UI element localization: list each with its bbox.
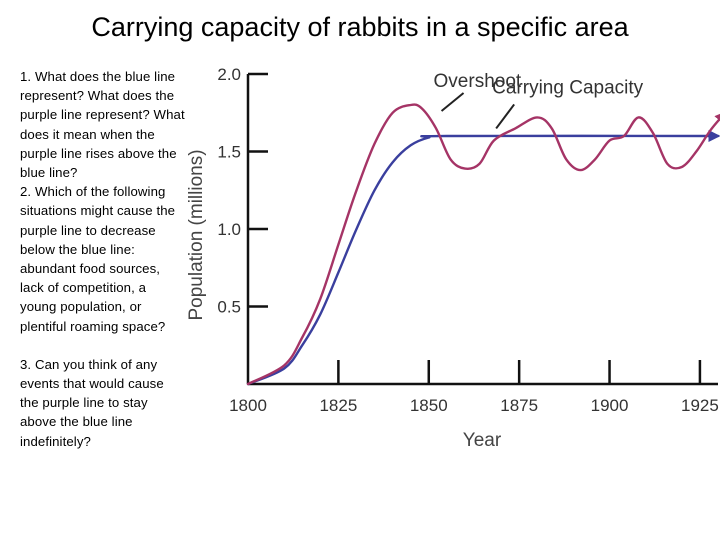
population-line bbox=[246, 103, 720, 386]
carrying-capacity-line bbox=[246, 129, 720, 386]
axes: 0.5 1.0 1.5 2.0 1800 1825 1850 1875 1900 1925 bbox=[217, 65, 718, 415]
question-list: 1. What does the blue line represent? Wh… bbox=[20, 67, 185, 451]
slide-title: Carrying capacity of rabbits in a specif… bbox=[91, 12, 629, 42]
y-tick-label: 0.5 bbox=[217, 298, 241, 317]
y-tick-label: 1.5 bbox=[217, 143, 241, 162]
x-tick-label: 1800 bbox=[229, 396, 267, 415]
overshoot-annotation: Overshoot bbox=[434, 71, 522, 92]
question-1: 1. What does the blue line represent? Wh… bbox=[20, 69, 189, 181]
x-tick-label: 1900 bbox=[591, 396, 629, 415]
carrying-capacity-pointer bbox=[495, 103, 515, 130]
y-axis-label: Population (millions) bbox=[186, 149, 207, 320]
question-3: 3. Can you think of any events that woul… bbox=[20, 356, 168, 449]
y-tick-label: 1.0 bbox=[217, 220, 241, 239]
series-layer bbox=[246, 103, 720, 386]
x-tick-label: 1925 bbox=[681, 396, 719, 415]
y-tick-label: 2.0 bbox=[217, 65, 241, 84]
x-tick-label: 1850 bbox=[410, 396, 448, 415]
x-tick-label: 1875 bbox=[500, 396, 538, 415]
carrying-capacity-annotation: Carrying Capacity bbox=[492, 77, 643, 98]
population-chart: 0.5 1.0 1.5 2.0 1800 1825 1850 1875 1900 1925 Ove… bbox=[186, 65, 720, 451]
x-tick-label: 1825 bbox=[319, 396, 357, 415]
overshoot-pointer bbox=[440, 92, 465, 112]
x-axis-label: Year bbox=[463, 430, 502, 451]
question-2: 2. Which of the following situations mig… bbox=[20, 184, 179, 334]
